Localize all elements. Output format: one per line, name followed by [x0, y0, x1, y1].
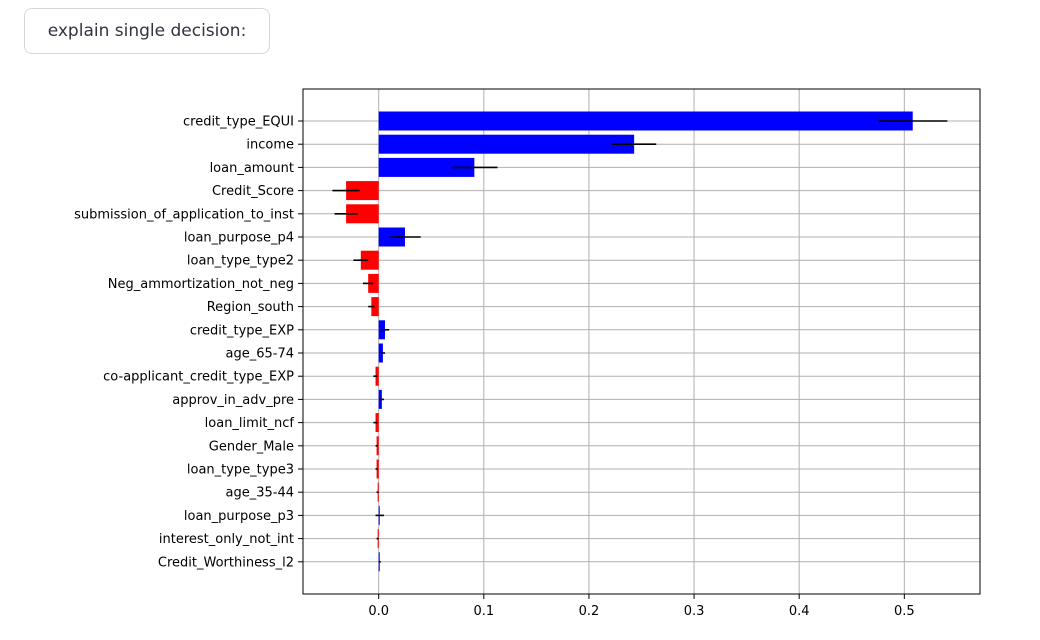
bar-submission_of_application_to_inst — [346, 204, 379, 224]
x-tick-label: 0.2 — [579, 604, 600, 619]
y-tick-label: loan_purpose_p4 — [184, 231, 294, 246]
explain-single-decision-button[interactable]: explain single decision: — [24, 8, 270, 54]
y-tick-label: loan_amount — [210, 161, 294, 176]
plot-frame — [302, 88, 981, 595]
x-tick-label: 0.5 — [894, 604, 915, 619]
y-tick-label: co-applicant_credit_type_EXP — [103, 370, 294, 385]
y-tick-label: credit_type_EQUI — [183, 115, 294, 130]
bar-loan_amount — [378, 157, 475, 177]
error-bars — [332, 120, 948, 563]
x-tick-label: 0.4 — [789, 604, 810, 619]
y-tick-label: Credit_Score — [212, 184, 294, 199]
bar-credit_type_EQUI — [378, 111, 913, 131]
y-tick-label: Neg_ammortization_not_neg — [108, 277, 294, 292]
y-tick-label: loan_type_type3 — [187, 463, 294, 478]
y-tick-label: approv_in_adv_pre — [172, 393, 294, 408]
bars — [346, 111, 913, 572]
y-tick-label: Gender_Male — [209, 439, 294, 454]
bar-Credit_Score — [346, 181, 379, 201]
y-tick-label: credit_type_EXP — [190, 323, 294, 338]
x-tick-label: 0.0 — [368, 604, 389, 619]
y-tick-label: age_65-74 — [226, 347, 295, 362]
x-tick-labels: 0.0 0.1 0.2 0.3 0.4 0.5 — [368, 594, 915, 619]
y-tick-label: submission_of_application_to_inst — [74, 207, 294, 222]
bar-Region_south — [371, 297, 379, 317]
y-tick-label: income — [246, 138, 294, 153]
y-tick-label: loan_purpose_p3 — [184, 509, 294, 524]
y-tick-label: loan_type_type2 — [187, 254, 294, 269]
y-tick-label: interest_only_not_int — [159, 532, 294, 547]
y-tick-label: age_35-44 — [226, 486, 295, 501]
x-tick-label: 0.1 — [473, 604, 494, 619]
y-tick-label: Region_south — [207, 300, 294, 315]
y-tick-label: loan_limit_ncf — [205, 416, 295, 431]
bar-loan_type_type2 — [360, 250, 379, 270]
bar-income — [378, 134, 635, 154]
y-tick-label: Credit_Worthiness_l2 — [158, 555, 294, 570]
x-tick-label: 0.3 — [684, 604, 705, 619]
